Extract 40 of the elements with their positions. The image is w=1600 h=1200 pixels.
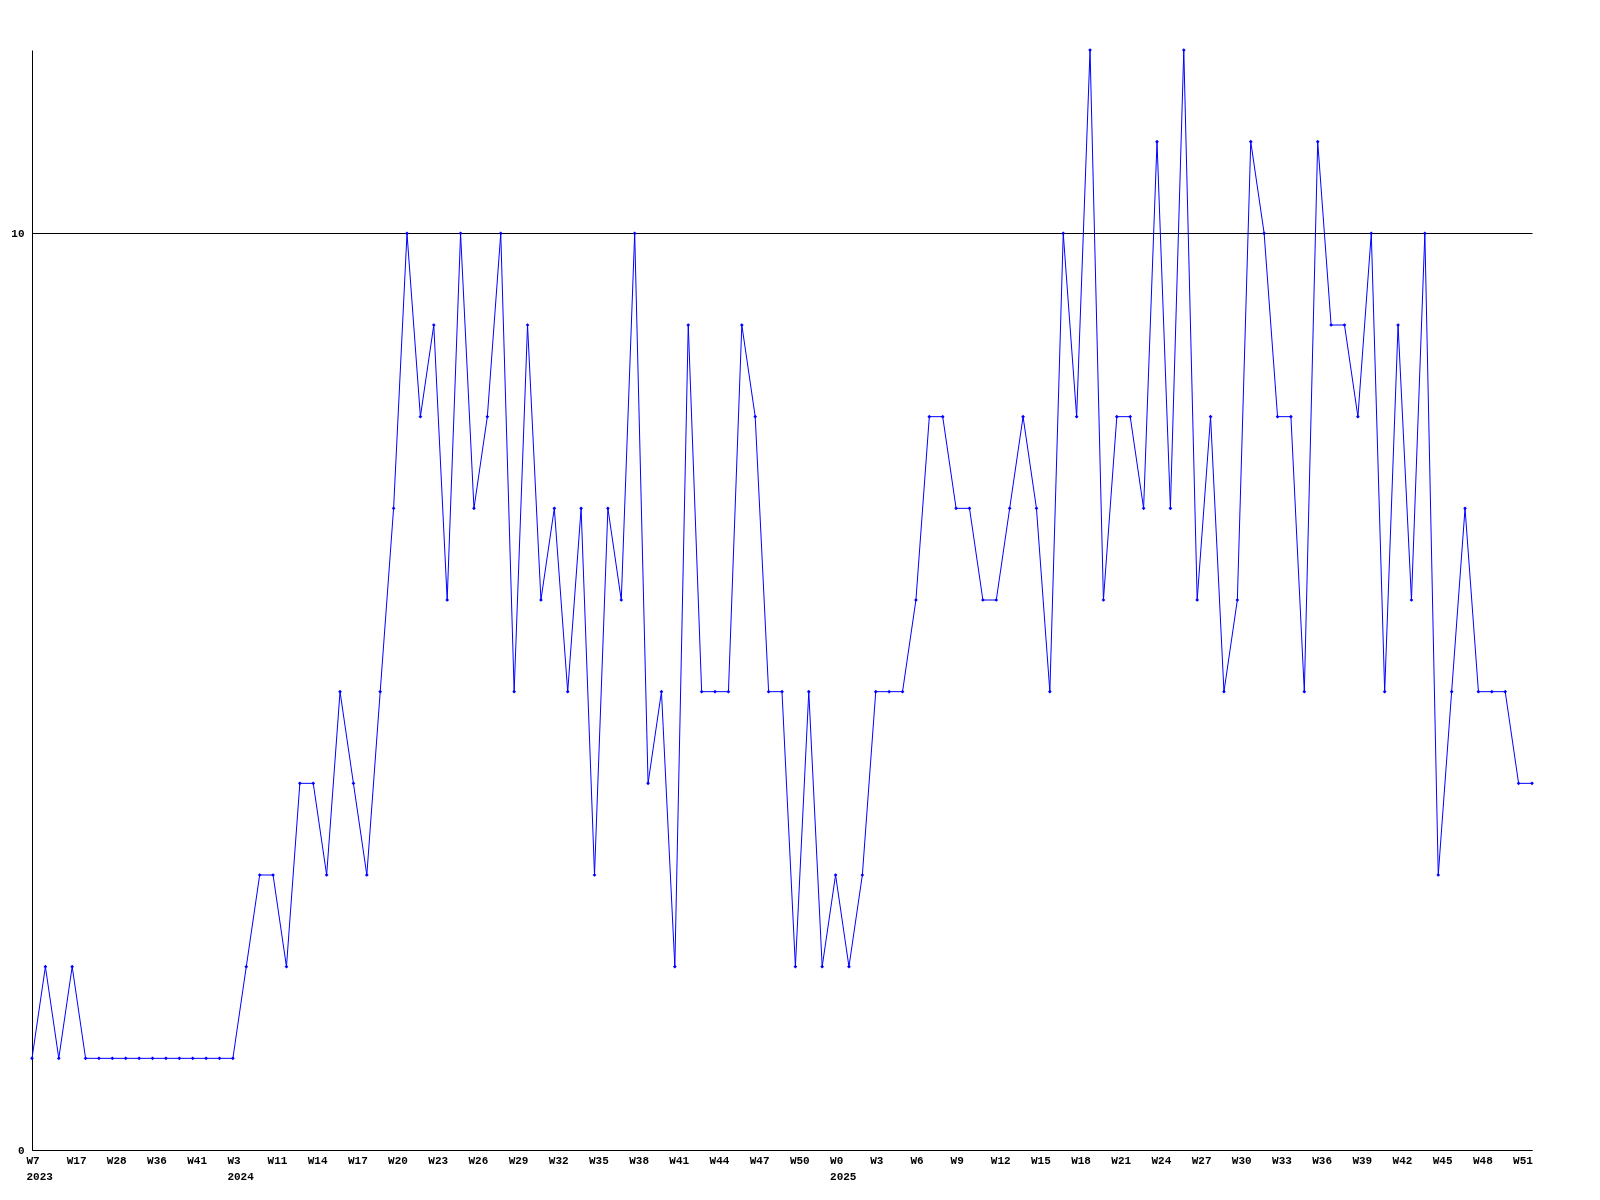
x-tick-label: W33 xyxy=(1272,1154,1293,1167)
x-tick-label: W51 xyxy=(1513,1154,1534,1167)
x-tick-label: W11 xyxy=(267,1154,288,1167)
x-tick-label: W28 xyxy=(106,1154,128,1167)
x-tick-label: W23 xyxy=(428,1154,449,1167)
x-tick-label: W35 xyxy=(589,1154,610,1167)
x-tick-label: W42 xyxy=(1392,1154,1413,1167)
x-tick-label: W9 xyxy=(950,1154,964,1167)
x-tick-label: W24 xyxy=(1151,1154,1172,1167)
x-tick-label: W18 xyxy=(1071,1154,1092,1167)
x-tick-label: W30 xyxy=(1231,1154,1252,1167)
x-tick-label: W17 xyxy=(66,1154,87,1167)
x-tick-label: W29 xyxy=(508,1154,529,1167)
x-tick-label: W47 xyxy=(749,1154,770,1167)
x-tick-label: W50 xyxy=(789,1154,810,1167)
x-tick-label: W12 xyxy=(990,1154,1011,1167)
x-tick-label: W41 xyxy=(187,1154,208,1167)
x-tick-label: W7 2023 xyxy=(26,1154,54,1183)
x-tick-label: W41 xyxy=(669,1154,690,1167)
x-tick-label: W26 xyxy=(468,1154,489,1167)
x-tick-label: W6 xyxy=(910,1154,924,1167)
x-tick-label: W15 xyxy=(1030,1154,1052,1167)
x-tick-label: W39 xyxy=(1352,1154,1373,1167)
x-tick-label: W45 xyxy=(1432,1154,1453,1167)
x-tick-label: W36 xyxy=(147,1154,167,1167)
x-tick-label: W32 xyxy=(548,1154,569,1167)
x-tick-label: W27 xyxy=(1191,1154,1212,1167)
y-tick-label: 10 xyxy=(11,227,25,240)
x-tick-label: W0 2025 xyxy=(830,1154,857,1183)
x-tick-label: W20 xyxy=(388,1154,408,1167)
x-tick-label: W3 xyxy=(870,1154,884,1167)
x-tick-label: W38 xyxy=(629,1154,650,1167)
x-tick-label: W36 xyxy=(1312,1154,1333,1167)
y-tick-label: 0 xyxy=(17,1144,25,1157)
x-tick-label: W14 xyxy=(307,1154,328,1167)
x-tick-label: W21 xyxy=(1111,1154,1132,1167)
x-tick-label: W17 xyxy=(347,1154,368,1167)
x-tick-label: W48 xyxy=(1472,1154,1494,1167)
x-tick-label: W3 2024 xyxy=(227,1154,255,1183)
x-tick-label: W44 xyxy=(709,1154,730,1167)
